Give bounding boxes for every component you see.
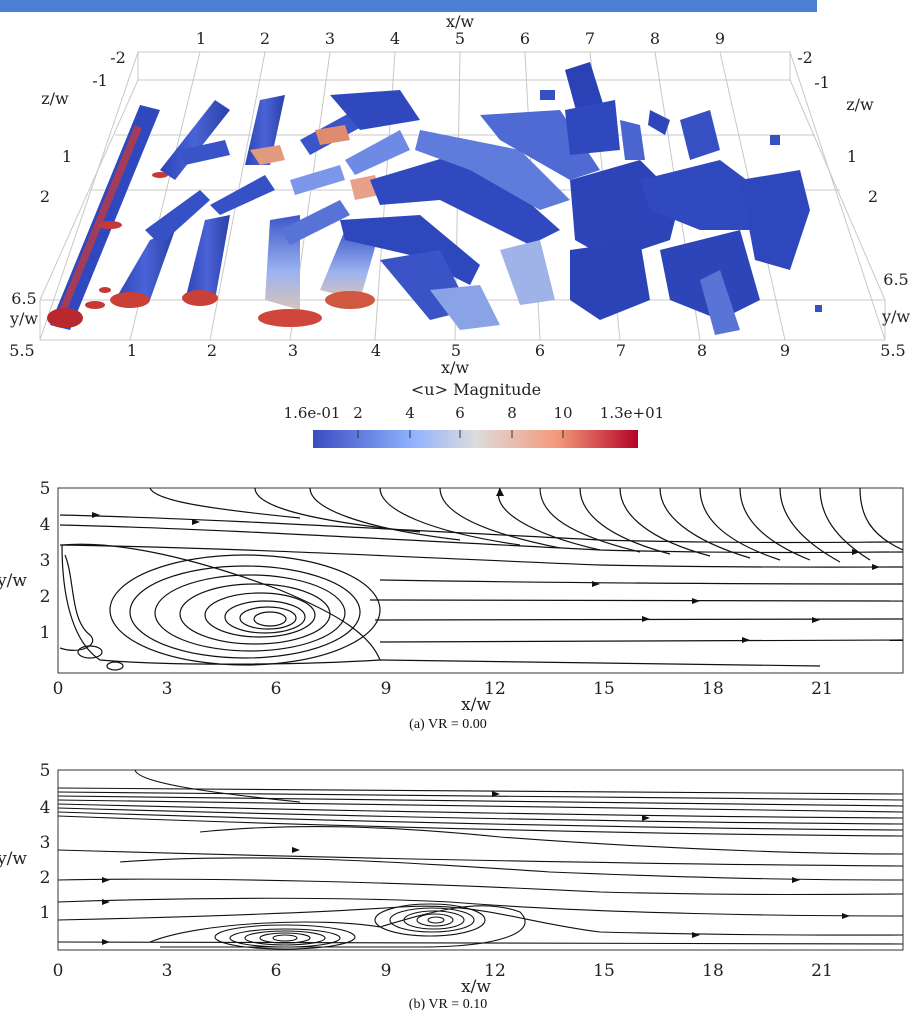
x-tick-bottom: 6 (535, 341, 545, 360)
x-axis-title: x/w (461, 977, 491, 997)
streamlines-a (59, 487, 904, 671)
z-tick-right: -1 (814, 73, 830, 92)
x-tick: 9 (381, 679, 392, 699)
x-tick-bottom: 4 (371, 341, 381, 360)
x-tick-bottom: 7 (616, 341, 626, 360)
y-tick: 1 (40, 623, 51, 643)
colorbar-ticks (357, 430, 564, 438)
x-tick: 0 (53, 961, 64, 981)
x-tick: 15 (593, 961, 615, 981)
plot-frame (57, 487, 904, 674)
x-tick-top: 5 (455, 29, 465, 48)
colorbar (313, 430, 638, 448)
y-tick: 2 (40, 868, 51, 888)
x-tick-bottom: 1 (127, 341, 137, 360)
x-tick: 21 (811, 961, 833, 981)
x-tick: 0 (53, 679, 64, 699)
z-axis-title-right: z/w (846, 95, 874, 114)
x-ticks-b: 0 3 6 9 12 15 18 21 (53, 961, 833, 981)
colorbar-label: 6 (455, 404, 465, 422)
vortex-isosurfaces (47, 62, 822, 335)
z-tick-left: -2 (110, 48, 126, 67)
x-tick-top: 4 (390, 29, 400, 48)
x-tick-bottom: 2 (207, 341, 217, 360)
x-tick-top: 2 (260, 29, 270, 48)
x-tick-top: 1 (196, 29, 206, 48)
streamlines-b (57, 769, 904, 950)
x-ticks-a: 0 3 6 9 12 15 18 21 (53, 679, 833, 699)
colorbar-label: 2 (353, 404, 363, 422)
x-tick: 21 (811, 679, 833, 699)
y-tick: 4 (40, 515, 51, 535)
x-tick-bottom: 8 (697, 341, 707, 360)
stream-arrows-a (92, 488, 880, 643)
y-ticks-b: 1 2 3 4 5 (40, 761, 51, 923)
colorbar-label: 4 (405, 404, 415, 422)
colorbar-title: <u> Magnitude (411, 380, 541, 399)
panel-a-caption: (a) VR = 0.00 (409, 717, 487, 732)
x-tick: 12 (484, 679, 506, 699)
z-tick-left: 2 (40, 187, 50, 206)
z-tick-left: -1 (92, 71, 108, 90)
y-axis-title-left: y/w (9, 309, 38, 328)
x-tick-top: 9 (715, 29, 725, 48)
x-tick-bottom: 5 (451, 341, 461, 360)
x-ticks-bottom: 1 2 3 4 5 6 7 8 9 (127, 341, 790, 360)
x-axis-title: x/w (461, 695, 491, 715)
x-tick: 18 (702, 679, 724, 699)
y-tick-left: 5.5 (9, 341, 34, 360)
z-axis-title-left: z/w (41, 89, 69, 108)
x-tick: 3 (162, 961, 173, 981)
x-tick: 15 (593, 679, 615, 699)
y-tick: 3 (40, 833, 51, 853)
colorbar-label: 8 (507, 404, 517, 422)
isosurface-figure: 1 2 3 4 5 6 7 8 9 x/w 1 2 3 4 5 6 7 8 9 … (9, 12, 910, 448)
x-tick: 18 (702, 961, 724, 981)
x-tick-top: 3 (325, 29, 335, 48)
y-tick-right: 5.5 (880, 341, 905, 360)
y-axis-title: y/w (0, 571, 27, 591)
top-banner (0, 0, 817, 12)
y-tick: 4 (40, 798, 51, 818)
colorbar-label: 10 (553, 404, 572, 422)
x-tick-top: 7 (585, 29, 595, 48)
x-axis-title-top: x/w (446, 12, 474, 31)
y-ticks-a: 1 2 3 4 5 (40, 479, 51, 643)
streamline-panel-a: 1 2 3 4 5 y/w 0 3 6 9 12 15 18 21 x/w (a… (0, 479, 904, 732)
x-axis-title-bottom: x/w (441, 358, 469, 377)
z-tick-right: 2 (868, 187, 878, 206)
x-tick-top: 6 (520, 29, 530, 48)
y-tick: 3 (40, 551, 51, 571)
x-tick: 6 (271, 679, 282, 699)
y-tick: 5 (40, 479, 51, 499)
x-ticks-top: 1 2 3 4 5 6 7 8 9 (196, 29, 725, 48)
x-tick: 3 (162, 679, 173, 699)
y-tick: 1 (40, 903, 51, 923)
panel-b-caption: (b) VR = 0.10 (409, 997, 487, 1010)
z-tick-left: 1 (62, 147, 72, 166)
colorbar-label: 1.3e+01 (600, 404, 664, 422)
stream-arrows-b (102, 791, 850, 945)
x-tick: 12 (484, 961, 506, 981)
streamline-panel-b: 1 2 3 4 5 y/w 0 3 6 9 12 15 18 21 x/w (b… (0, 761, 904, 1010)
x-tick-bottom: 3 (288, 341, 298, 360)
x-tick-top: 8 (650, 29, 660, 48)
z-tick-right: -2 (797, 48, 813, 67)
colorbar-labels: 1.6e-01 2 4 6 8 10 1.3e+01 (284, 404, 665, 422)
colorbar-label: 1.6e-01 (284, 404, 341, 422)
plot-frame (57, 769, 904, 951)
y-tick-left: 6.5 (11, 289, 36, 308)
z-tick-right: 1 (847, 147, 857, 166)
y-tick: 2 (40, 587, 51, 607)
x-tick-bottom: 9 (780, 341, 790, 360)
y-tick: 5 (40, 761, 51, 781)
y-tick-right: 6.5 (883, 270, 908, 289)
x-tick: 9 (381, 961, 392, 981)
y-axis-title: y/w (0, 849, 27, 869)
x-tick: 6 (271, 961, 282, 981)
y-axis-title-right: y/w (881, 307, 910, 326)
